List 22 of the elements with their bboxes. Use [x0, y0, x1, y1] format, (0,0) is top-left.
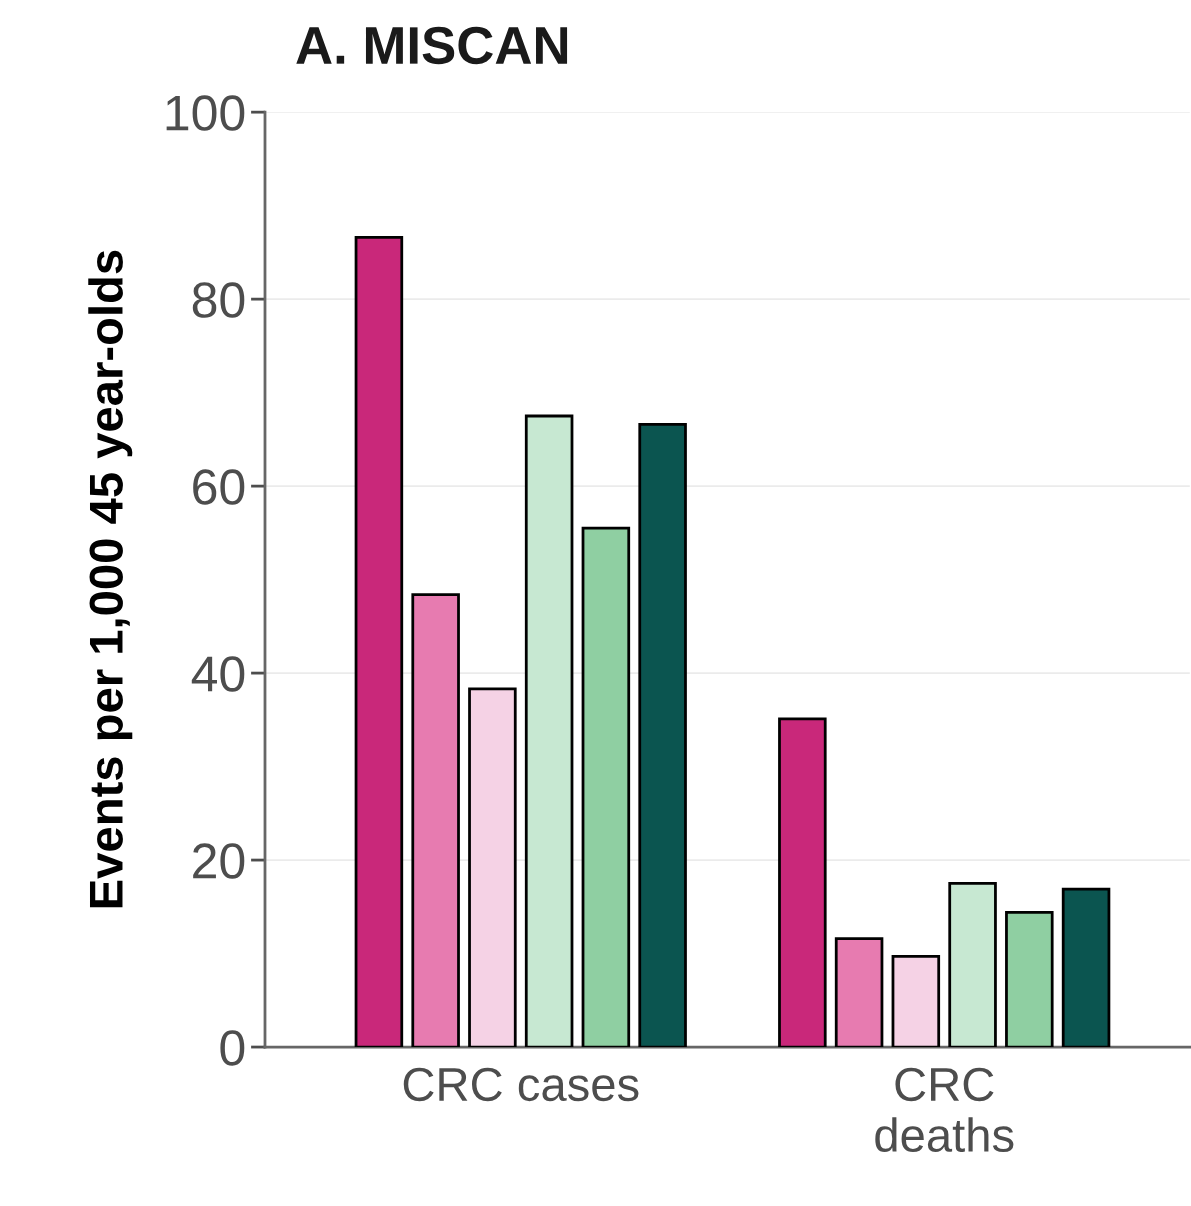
bar — [778, 717, 827, 1048]
bar — [411, 593, 460, 1048]
bar — [891, 954, 941, 1048]
y-tick-label: 20 — [193, 843, 245, 879]
x-tick-label: CRC cases — [403, 1067, 639, 1102]
y-tick-label: 60 — [193, 469, 245, 505]
y-tick-label: 80 — [192, 282, 245, 318]
x-tick-label: CRC deaths — [875, 1067, 1014, 1153]
bar — [581, 526, 631, 1048]
bar — [354, 236, 404, 1048]
y-axis-title: Events per 1,000 45 year-olds — [88, 250, 133, 908]
y-tick-label: 40 — [191, 656, 245, 692]
bar — [524, 414, 574, 1048]
bar — [948, 882, 997, 1048]
bar — [1005, 911, 1054, 1048]
y-tick-label: 0 — [220, 1030, 245, 1066]
bar — [638, 423, 687, 1048]
bar — [834, 937, 884, 1048]
bar — [468, 687, 517, 1048]
y-tick-label: 100 — [166, 95, 245, 131]
chart-title: A. MISCAN — [296, 26, 568, 65]
bar — [1061, 887, 1111, 1048]
